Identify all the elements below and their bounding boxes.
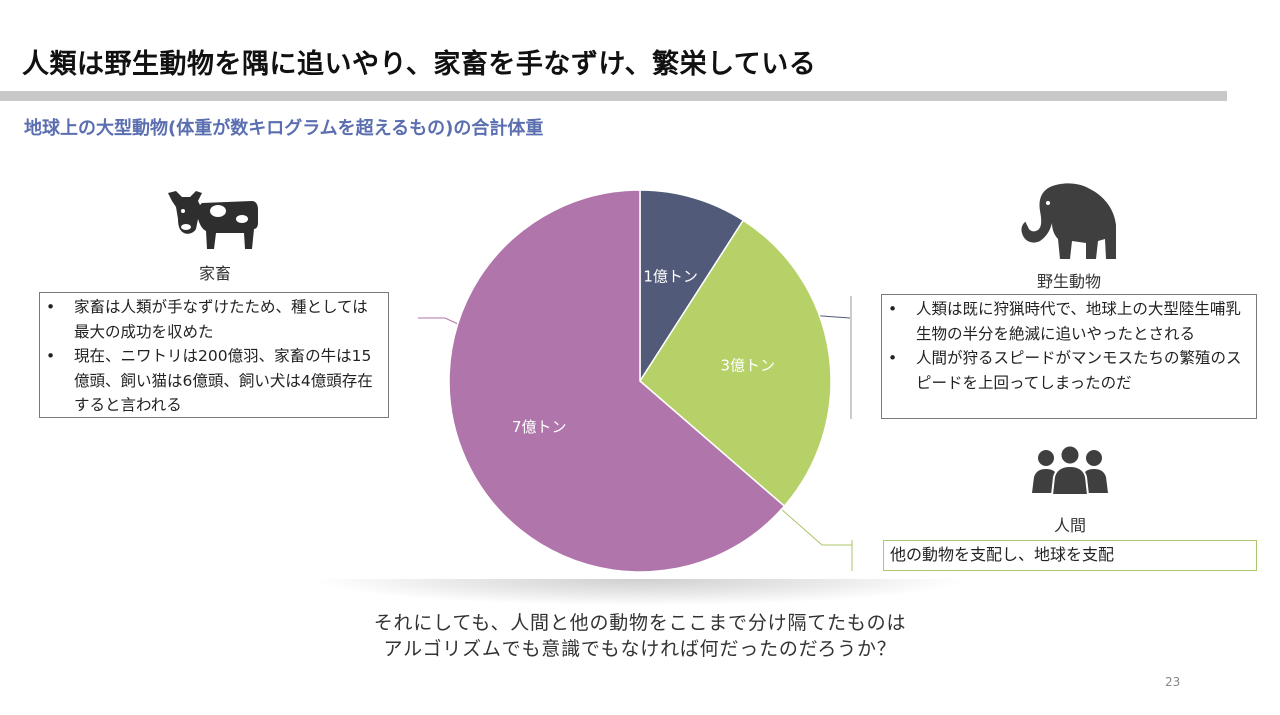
humans-text-box: 他の動物を支配し、地球を支配 xyxy=(883,540,1257,571)
closing-question: それにしても、人間と他の動物をここまで分け隔てたものは アルゴリズムでも意識でも… xyxy=(290,610,990,662)
mammoth-icon xyxy=(1021,183,1116,259)
humans-label: 人間 xyxy=(1053,516,1086,535)
livestock-label: 家畜 xyxy=(198,264,231,283)
leader-line-humans xyxy=(779,507,852,546)
slide-title: 人類は野生動物を隅に追いやり、家畜を手なずけ、繁栄している xyxy=(22,49,817,80)
livestock-bullet: 現在、ニワトリは200億羽、家畜の牛は15億頭、飼い猫は6億頭、飼い犬は4億頭存… xyxy=(46,344,382,418)
closing-question-line: それにしても、人間と他の動物をここまで分け隔てたものは xyxy=(373,612,907,634)
pie-slice-2 xyxy=(448,189,786,573)
pie-slice-0 xyxy=(639,189,745,384)
livestock-bullet: 家畜は人類が手なずけたため、種としては最大の成功を収めた xyxy=(46,295,382,344)
pie-slice-1 xyxy=(639,219,832,508)
livestock-text-box: 家畜は人類が手なずけたため、種としては最大の成功を収めた 現在、ニワトリは200… xyxy=(39,292,389,418)
closing-question-line: アルゴリズムでも意識でもなければ何だったのだろうか？ xyxy=(383,638,897,660)
wildlife-bullet: 人間が狩るスピードがマンモスたちの繁殖のスピードを上回ってしまったのだ xyxy=(888,346,1250,395)
chart-subtitle: 地球上の大型動物(体重が数キログラムを超えるもの)の合計体重 xyxy=(24,118,544,139)
people-group-icon xyxy=(1032,445,1108,495)
cow-icon xyxy=(168,191,258,249)
wildlife-label: 野生動物 xyxy=(1036,272,1101,291)
leader-line-livestock xyxy=(418,317,459,325)
pie-slice-label-2: 7億トン xyxy=(512,418,567,436)
pie-slice-label-1: 3億トン xyxy=(720,357,775,375)
title-divider xyxy=(0,91,1227,101)
wildlife-text-box: 人類は既に狩猟時代で、地球上の大型陸生哺乳生物の半分を絶滅に追いやったとされる … xyxy=(881,294,1257,419)
pie-slice-label-0: 1億トン xyxy=(643,268,698,286)
page-number: 23 xyxy=(1165,675,1181,689)
wildlife-bullet: 人類は既に狩猟時代で、地球上の大型陸生哺乳生物の半分を絶滅に追いやったとされる xyxy=(888,297,1250,346)
bottom-shadow-divider xyxy=(320,579,960,605)
